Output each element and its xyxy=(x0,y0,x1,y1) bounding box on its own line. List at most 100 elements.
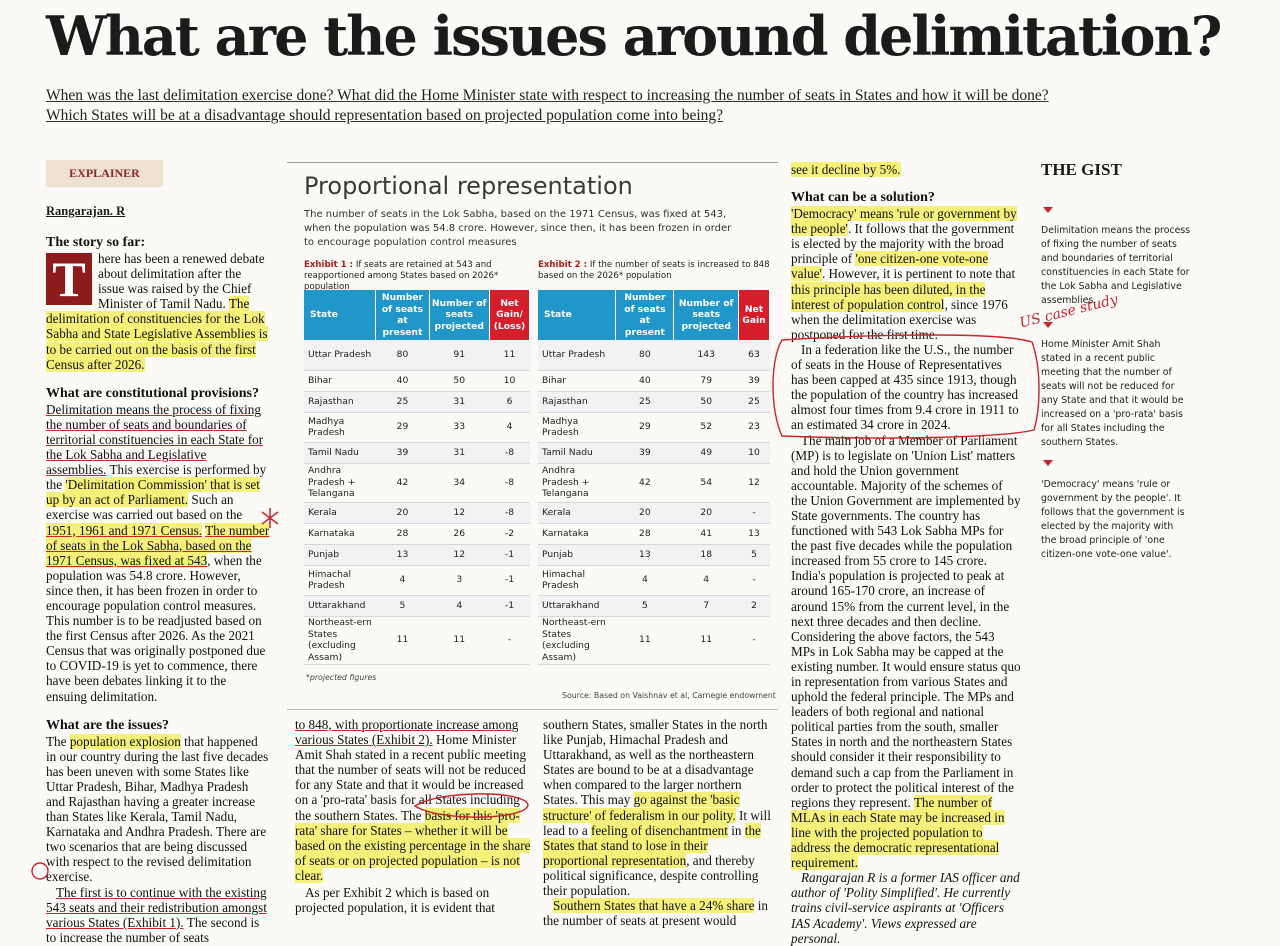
exhibit-2-row: Himachal Pradesh 4 4- xyxy=(538,565,770,596)
exhibit-2-cell: 4 xyxy=(615,565,674,596)
exhibit-1-cell: 25 xyxy=(375,391,429,413)
exhibit-1-cell: 20 xyxy=(375,502,429,524)
exhibit-1-cell: Punjab xyxy=(304,544,376,566)
exhibit-1-cell: 33 xyxy=(429,412,490,443)
drop-cap: T xyxy=(46,253,92,305)
exhibit-1-cell: -8 xyxy=(489,442,530,464)
gist-marker-2 xyxy=(1043,322,1053,328)
gist-marker-3 xyxy=(1043,460,1053,466)
paragraph-provisions: Delimitation means the process of fixing… xyxy=(46,401,270,704)
exhibit-2-cell: 79 xyxy=(673,370,739,392)
paragraph-solution: 'Democracy' means 'rule or government by… xyxy=(791,206,1017,342)
exhibit-2-row: Kerala 20 20- xyxy=(538,502,770,524)
exhibit-1-row: Karnataka 28 26 -2 xyxy=(304,523,530,545)
exhibit-2-cell: 11 xyxy=(615,616,674,665)
exhibit-2-cell: 7 xyxy=(673,595,739,617)
exhibit-2-cell: 50 xyxy=(673,391,739,413)
exhibit-1-row: Northeast-ern States (excluding Assam) 11… xyxy=(304,616,530,665)
exhibit-2-row: Bihar 40 79 39 xyxy=(538,370,770,392)
headline: What are the issues around delimitation? xyxy=(46,4,1222,68)
exhibit-2-cell: Himachal Pradesh xyxy=(538,565,616,596)
exhibit-2-cell: 41 xyxy=(673,523,739,545)
paragraph-col4-top: see it decline by 5%. xyxy=(791,162,901,177)
exhibit-2-cell: 42 xyxy=(615,463,674,503)
heading-issues: What are the issues? xyxy=(46,717,170,733)
exhibit-2-cell: Uttarakhand xyxy=(538,595,616,617)
paragraph-col2-b: As per Exhibit 2 which is based on proje… xyxy=(295,885,495,916)
exhibit-1-row: Himachal Pradesh 4 3 -1 xyxy=(304,565,530,596)
exhibit-2-row: Andhra Pradesh + Telangana 42 54 12 xyxy=(538,463,770,503)
exhibit-2-cell: 23 xyxy=(738,412,770,443)
exhibit-2-cell: Madhya Pradesh xyxy=(538,412,616,443)
exhibit-1-caption: Exhibit 1 : If seats are retained at 543… xyxy=(304,260,499,292)
exhibit-1-row: Uttar Pradesh 80 91 11 xyxy=(304,340,530,371)
exhibit-2-cell: 49 xyxy=(673,442,739,464)
paragraph-mp-role: The main job of a Member of Parliament (… xyxy=(791,432,1021,871)
exhibit-1-cell: 31 xyxy=(429,442,490,464)
author-byline: Rangarajan. R xyxy=(46,204,126,218)
heading-constitutional-provisions: What are constitutional provisions? xyxy=(46,385,260,401)
exhibit-1-cell: Karnataka xyxy=(304,523,376,545)
exhibit-1-cell: 4 xyxy=(375,565,429,596)
exhibit-2-cell: 20 xyxy=(673,502,739,524)
exhibit-1-cell: 31 xyxy=(429,391,490,413)
exhibit-1-cell: 80 xyxy=(375,340,429,371)
exhibit-1-row: Tamil Nadu 39 31 -8 xyxy=(304,442,530,464)
exhibit-1-row: Punjab 13 12 -1 xyxy=(304,544,530,566)
exhibit-1-cell: Uttar Pradesh xyxy=(304,340,376,371)
column-2: to 848, with proportionate increase amon… xyxy=(295,717,531,915)
pro-rata-circle xyxy=(413,793,529,818)
column-3: southern States, smaller States in the n… xyxy=(543,717,775,928)
exhibit-1-row: Andhra Pradesh + Telangana 42 34 -8 xyxy=(304,463,530,503)
paragraph-col3-b: Southern States that have a 24% share in… xyxy=(543,898,768,929)
exhibit-1-cell: 11 xyxy=(429,616,490,665)
exhibit-2-header-0: State xyxy=(538,290,617,340)
explainer-badge: EXPLAINER xyxy=(46,160,163,187)
exhibit-1-cell: 91 xyxy=(429,340,490,371)
exhibit-1-cell: Kerala xyxy=(304,502,376,524)
exhibit-1-cell: 6 xyxy=(489,391,530,413)
gist-item-3: 'Democracy' means 'rule or government by… xyxy=(1041,479,1185,560)
exhibit-1-row: Kerala 20 12 -8 xyxy=(304,502,530,524)
exhibit-1-cell: 42 xyxy=(375,463,429,503)
exhibit-1-header-0: State xyxy=(304,290,377,340)
exhibit-2-row: Tamil Nadu 39 49 10 xyxy=(538,442,770,464)
infographic-panel xyxy=(287,162,778,710)
exhibit-1-cell: 12 xyxy=(429,502,490,524)
exhibit-1-cell: - xyxy=(489,616,530,665)
exhibit-1-cell: -1 xyxy=(489,595,530,617)
exhibit-2-row: Punjab 13 18 5 xyxy=(538,544,770,566)
exhibit-2-row: Uttarakhand 5 7 2 xyxy=(538,595,770,617)
exhibit-2-cell: Kerala xyxy=(538,502,616,524)
exhibit-1-cell: Rajasthan xyxy=(304,391,376,413)
exhibit-2-cell: - xyxy=(738,565,770,596)
paragraph-issues: The population explosion that happened i… xyxy=(46,733,269,885)
exhibit-2-cell: 28 xyxy=(615,523,674,545)
exhibit-1-cell: 34 xyxy=(429,463,490,503)
exhibit-1-cell: 13 xyxy=(375,544,429,566)
exhibit-2-cell: 29 xyxy=(615,412,674,443)
exhibit-2-row: Northeast-ern States (excluding Assam) 11… xyxy=(538,616,770,665)
exhibit-1-cell: Northeast-ern States (excluding Assam) xyxy=(304,616,376,665)
exhibit-2-cell: 12 xyxy=(738,463,770,503)
exhibit-2-cell: Northeast-ern States (excluding Assam) xyxy=(538,616,616,665)
source-line: Source: Based on Vaishnav et al, Carnegi… xyxy=(562,691,776,700)
exhibit-1-row: Uttarakhand 5 4 -1 xyxy=(304,595,530,617)
exhibit-1-cell: 10 xyxy=(489,370,530,392)
exhibit-2-header-2: Number of seats projected xyxy=(673,290,740,340)
exhibit-1-header-1: Number of seats at present xyxy=(375,290,430,340)
exhibit-1-cell: 3 xyxy=(429,565,490,596)
exhibit-1-cell: 39 xyxy=(375,442,429,464)
exhibit-2-cell: Bihar xyxy=(538,370,616,392)
exhibit-2-row: Madhya Pradesh 29 52 23 xyxy=(538,412,770,443)
exhibit-2-cell: 13 xyxy=(738,523,770,545)
exhibit-2-cell: 4 xyxy=(673,565,739,596)
exhibit-2-caption: Exhibit 2 : If the number of seats is in… xyxy=(538,260,770,281)
exhibit-2-cell: 18 xyxy=(673,544,739,566)
exhibit-2-cell: 52 xyxy=(673,412,739,443)
exhibit-2-cell: 39 xyxy=(615,442,674,464)
exhibit-2-cell: 80 xyxy=(615,340,674,371)
pen-annotations xyxy=(31,334,1040,880)
exhibit-1-cell: 29 xyxy=(375,412,429,443)
